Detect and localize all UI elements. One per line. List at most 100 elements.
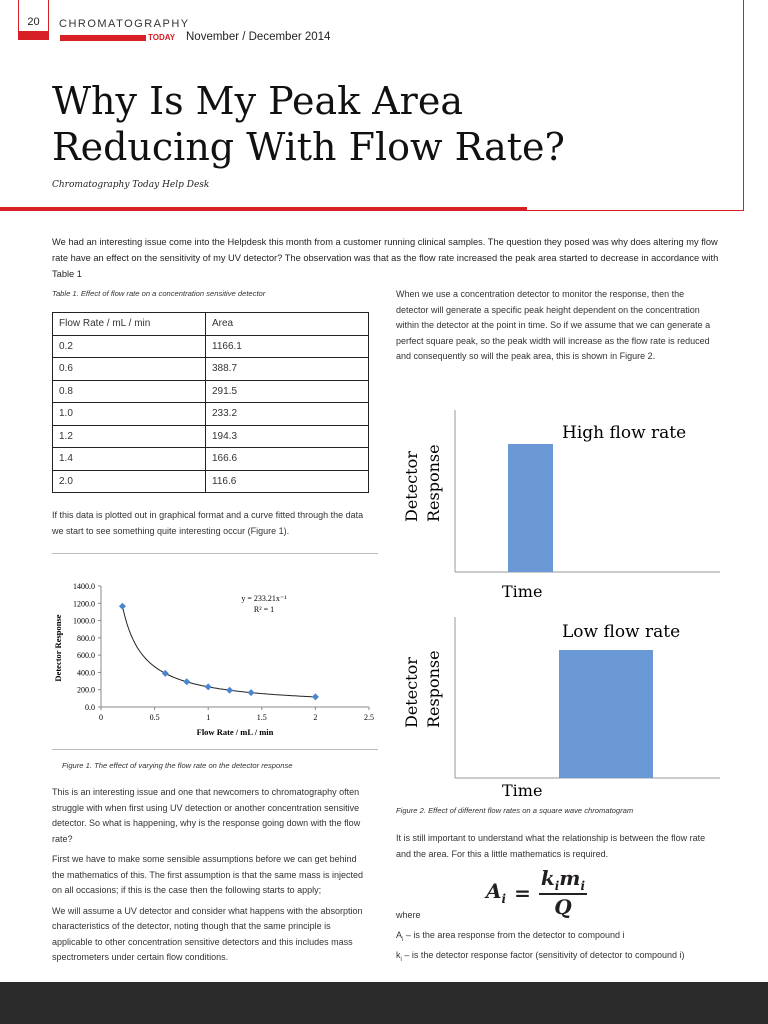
article-title: Why Is My Peak Area Reducing With Flow Ra… xyxy=(52,78,565,170)
table-row: 1.2 194.3 xyxy=(52,424,369,448)
definition: Ai – is the area response from the detec… xyxy=(396,928,716,948)
panel-label: Low flow rate xyxy=(562,622,680,642)
peak-bar xyxy=(559,650,653,778)
eq-fraction: kimi Q xyxy=(538,866,588,919)
table-cell: 1.0 xyxy=(52,402,206,426)
title-line: Reducing With Flow Rate? xyxy=(52,125,565,169)
x-axis-label: Flow Rate / mL / min xyxy=(197,727,274,737)
header-cell: Area xyxy=(205,312,369,336)
logo-bar xyxy=(60,35,175,41)
divider xyxy=(743,0,744,211)
data-point xyxy=(118,602,126,610)
table-cell: 0.8 xyxy=(52,379,206,403)
eq-symbol: m xyxy=(559,866,581,890)
y-tick-label: 800.0 xyxy=(77,634,95,643)
x-tick-label: 2.5 xyxy=(364,713,374,722)
y-tick-label: 1400.0 xyxy=(73,582,95,591)
table-cell: 0.6 xyxy=(52,357,206,381)
figure-2: High flow rate Time Detector Response Lo… xyxy=(402,410,720,800)
where-label: where xyxy=(396,910,421,920)
table-cell: 1.2 xyxy=(52,424,206,448)
trendline-equation: y = 233.21x⁻¹ xyxy=(241,594,287,603)
def-symbol: k xyxy=(396,950,401,961)
data-point xyxy=(311,693,319,701)
def-text: – is the detector response factor (sensi… xyxy=(401,950,685,961)
table-cell: 0.2 xyxy=(52,334,206,358)
figure-1-caption: Figure 1. The effect of varying the flow… xyxy=(62,761,293,770)
paragraph: If this data is plotted out in graphical… xyxy=(52,510,364,536)
y-axis-label: Response xyxy=(424,650,443,728)
page-number-bar xyxy=(19,31,48,39)
panel-high-flow: High flow rate Time Detector Response xyxy=(402,410,720,601)
definitions: Ai – is the area response from the detec… xyxy=(396,928,716,969)
table-row: 0.6 388.7 xyxy=(52,357,369,381)
table-cell: 388.7 xyxy=(205,357,369,381)
paragraph: When we use a concentration detector to … xyxy=(396,289,711,361)
header-cell: Flow Rate / mL / min xyxy=(52,312,206,336)
equation: Ai = kimi Q xyxy=(486,866,588,919)
y-tick-label: 1000.0 xyxy=(73,617,95,626)
table-row: 0.8 291.5 xyxy=(52,379,369,403)
trendline-r2: R² = 1 xyxy=(254,605,274,614)
table-row: 0.2 1166.1 xyxy=(52,334,369,358)
def-subscript: i xyxy=(400,957,402,964)
data-point xyxy=(247,689,255,697)
eq-symbol: k xyxy=(540,866,555,890)
logo-sub: TODAY xyxy=(146,33,176,42)
y-tick-label: 600.0 xyxy=(77,651,95,660)
page-number: 20 xyxy=(27,16,40,28)
table-cell: 1166.1 xyxy=(205,334,369,358)
y-tick-label: 0.0 xyxy=(85,703,95,712)
title-line: Why Is My Peak Area xyxy=(52,79,463,123)
x-tick-label: 1 xyxy=(206,713,210,722)
eq-symbol: Q xyxy=(554,895,572,919)
panel-label: High flow rate xyxy=(562,423,686,443)
eq-subscript: i xyxy=(554,879,560,893)
y-tick-label: 200.0 xyxy=(77,686,95,695)
paragraph: It is still important to understand what… xyxy=(396,833,706,859)
figure-1: 0.0 200.0 400.0 600.0 800.0 1000.0 1200.0 1400.… xyxy=(52,553,378,750)
divider xyxy=(527,210,744,211)
table-cell: 2.0 xyxy=(52,469,206,493)
table-caption: Table 1. Effect of flow rate on a concen… xyxy=(52,289,266,298)
def-text: – is the area response from the detector… xyxy=(403,930,625,940)
y-axis-label: Response xyxy=(424,444,443,522)
table-cell: 233.2 xyxy=(205,402,369,426)
logo-text: CHROMATOGRAPHY xyxy=(59,18,190,30)
definition: ki – is the detector response factor (se… xyxy=(396,948,716,968)
table-cell: 1.4 xyxy=(52,447,206,471)
figure-2-caption: Figure 2. Effect of different flow rates… xyxy=(396,806,634,815)
paragraph: This is an interesting issue and one tha… xyxy=(52,787,361,844)
eq-subscript: i xyxy=(580,879,586,893)
data-point xyxy=(161,669,169,677)
table-row: 1.0 233.2 xyxy=(52,402,369,426)
peak-bar xyxy=(508,444,553,572)
data-point xyxy=(204,683,212,691)
paragraph: We will assume a UV detector and conside… xyxy=(52,905,363,963)
y-axis-label: Detector xyxy=(402,657,421,728)
trendline xyxy=(121,606,316,698)
table-cell: 291.5 xyxy=(205,379,369,403)
data-table: Flow Rate / mL / min Area 0.2 1166.1 0.6 388… xyxy=(52,312,369,493)
eq-subscript: i xyxy=(501,892,507,906)
y-tick-label: 400.0 xyxy=(77,668,95,677)
y-tick-label: 1200.0 xyxy=(73,599,95,608)
byline: Chromatography Today Help Desk xyxy=(52,180,210,190)
y-axis-label: Detector xyxy=(402,451,421,522)
def-subscript: i xyxy=(402,936,404,943)
x-tick-label: 0.5 xyxy=(150,713,160,722)
data-point xyxy=(183,678,191,686)
x-tick-label: 1.5 xyxy=(257,713,267,722)
x-tick-label: 0 xyxy=(99,713,103,722)
issue-date: November / December 2014 xyxy=(186,31,331,43)
table-cell: 194.3 xyxy=(205,424,369,448)
left-column-text: This is an interesting issue and one tha… xyxy=(52,785,367,966)
paragraph: First we have to make some sensible assu… xyxy=(52,854,363,895)
data-point xyxy=(226,686,234,694)
x-axis-label: Time xyxy=(502,781,542,800)
table-row: 2.0 116.6 xyxy=(52,469,369,493)
table-cell: 166.6 xyxy=(205,447,369,471)
intro-paragraph: We had an interesting issue come into th… xyxy=(52,237,719,279)
table-header: Flow Rate / mL / min Area xyxy=(52,312,369,336)
panel-low-flow: Low flow rate Time Detector Response xyxy=(402,617,720,800)
